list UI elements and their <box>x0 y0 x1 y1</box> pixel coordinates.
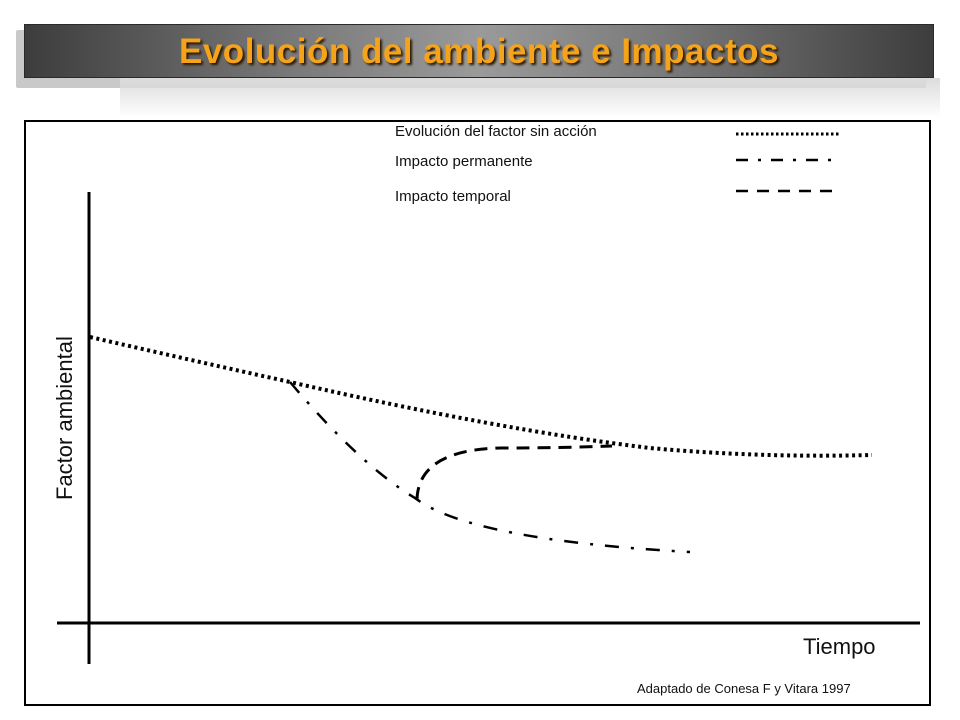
y-axis-label: Factor ambiental <box>52 336 77 500</box>
curve-temporary-impact <box>415 444 613 501</box>
slide-title: Evolución del ambiente e Impactos <box>179 32 779 71</box>
curve-permanent-impact <box>289 381 691 554</box>
legend-label-temporary: Impacto temporal <box>395 188 511 205</box>
title-fade <box>120 78 940 118</box>
legend-label-permanent: Impacto permanente <box>395 153 533 170</box>
legend-label-no-action: Evolución del factor sin acción <box>395 123 597 140</box>
x-axis-label: Tiempo <box>803 634 876 659</box>
title-bar: Evolución del ambiente e Impactos <box>24 24 934 78</box>
source-note: Adaptado de Conesa F y Vitara 1997 <box>637 681 851 696</box>
curve-no-action <box>89 335 873 458</box>
diagram-frame <box>24 120 931 706</box>
